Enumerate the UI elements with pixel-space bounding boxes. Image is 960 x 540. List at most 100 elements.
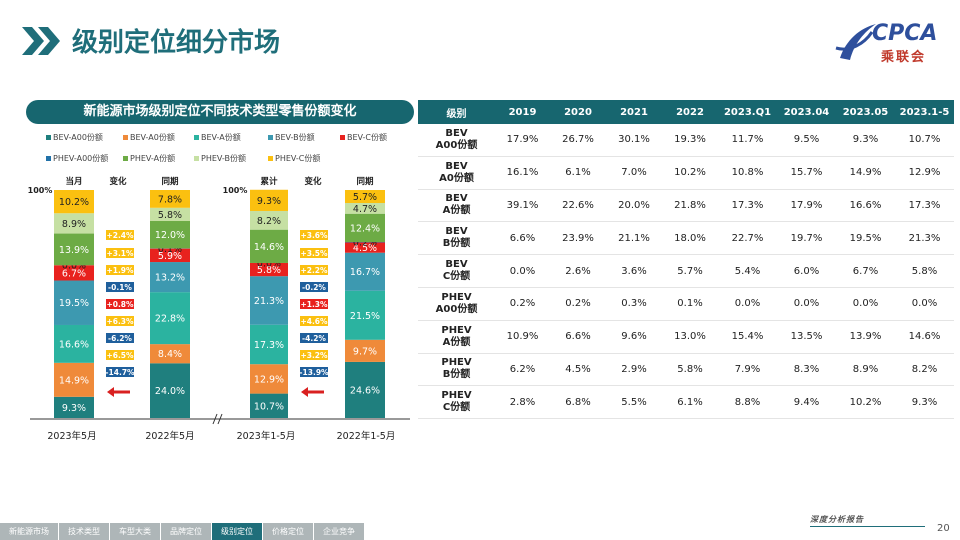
table-cell: 26.7% [550,124,606,157]
table-header-cell: 2020 [550,100,606,124]
table-cell: 6.6% [495,221,550,256]
bar-value-label: 10.2% [59,197,89,208]
bar-value-label: 16.7% [350,267,380,278]
bar-value-label: 14.9% [59,375,89,386]
change-tag-label: +3.1% [106,249,134,258]
row-label-type: PHEV [441,324,472,336]
change-tag-label: -6.2% [108,334,132,343]
row-label-segment: B份额 [442,238,471,250]
legend-item: BEV-C份额 [340,132,387,143]
legend-swatch [46,156,51,161]
bar-value-label: 21.5% [350,311,380,322]
column-header-label: 累计 [260,176,278,187]
bar-value-label: 5.8% [158,210,182,221]
legend-label: PHEV-C份额 [275,154,321,163]
row-label-cell: BEV A0份额 [418,156,495,190]
table-cell: 16.6% [836,189,895,223]
row-label-segment: C份额 [442,402,471,414]
legend-item: PHEV-A份额 [123,153,175,164]
row-label-cell: BEV C份额 [418,254,495,288]
bar-value-label: 12.4% [350,223,380,234]
bar-segment [150,221,190,249]
table-cell: 10.8% [718,156,777,190]
bar-segment [345,361,385,418]
bar-value-label: 24.6% [350,385,380,396]
table-cell: 6.1% [662,385,718,420]
table-header-cell: 2023.04 [777,100,836,124]
change-tag-label: -0.2% [302,283,326,292]
row-label-segment: A00份额 [435,139,478,151]
bar-value-label: 22.8% [155,314,185,325]
table-cell: 2.8% [495,385,550,420]
change-tag-label: +6.3% [106,317,134,326]
legend-swatch [123,135,128,140]
change-header-label: 变化 [109,176,127,187]
bar-segment [345,252,385,291]
bar-value-label: 5.8% [257,265,281,276]
change-tag [106,367,134,377]
change-tag [106,230,134,240]
change-tag-label: +6.5% [106,351,134,360]
legend-label: PHEV-A00份额 [53,154,109,163]
nav-item[interactable]: 企业竞争 [314,523,364,540]
bar-segment [345,213,385,242]
nav-item[interactable]: 级别定位 [212,523,262,540]
row-label-cell: PHEV A00份额 [418,287,495,321]
nav-item[interactable]: 技术类型 [59,523,109,540]
table-row: BEV A00份额 17.9% 26.7% 30.1% 19.3% 11.7% 9.5% 9.3… [418,124,954,157]
bar-segment [250,229,288,263]
bar-value-label: 21.3% [254,296,284,307]
bar-value-label: 0.0% [62,261,86,272]
table-cell: 8.3% [777,353,836,387]
bar-segment [250,189,288,211]
table-row: PHEV C份额 2.8% 6.8% 5.5% 6.1% 8.8% 9.4% 10.2% 9.3% [418,385,954,420]
hundred-percent-label: 100% [28,186,53,195]
table-cell: 15.4% [718,320,777,354]
row-label-cell: PHEV B份额 [418,353,495,387]
bar-value-label: 0.2% [353,238,377,249]
table-cell: 22.6% [550,189,606,223]
table-row: PHEV A00份额 0.2% 0.2% 0.3% 0.1% 0.0% 0.0% 0.0% 0.0… [418,287,954,321]
red-arrow-icon [301,387,308,397]
table-cell: 19.3% [662,124,718,157]
table-cell: 23.9% [550,221,606,256]
logo-emblem-icon [835,24,876,60]
bar-value-label: 8.9% [62,219,86,230]
axis-break-mark [212,413,218,425]
bar-value-label: 7.8% [158,194,182,205]
row-label-segment: A份额 [442,205,471,217]
change-tag [106,299,134,309]
row-label-type: PHEV [441,357,472,369]
stacked-bar-chart: 9.3%14.9%16.6%19.5%6.7%0.0%13.9%8.9%10.2… [28,176,410,442]
legend-item: BEV-A份额 [194,132,241,143]
table-cell: 8.8% [718,385,777,420]
change-tag [300,367,328,377]
bar-segment [54,396,94,418]
nav-item[interactable]: 新能源市场 [0,523,58,540]
table-cell: 10.2% [836,385,895,420]
hundred-percent-label: 100% [223,186,248,195]
nav-item[interactable]: 价格定位 [263,523,313,540]
bar-segment [345,242,385,253]
legend-swatch [194,156,199,161]
bar-segment [54,265,94,281]
table-cell: 7.0% [606,156,662,190]
table-cell: 5.4% [718,254,777,288]
change-tag [106,282,134,292]
table-cell: 9.4% [777,385,836,420]
legend-swatch [123,156,128,161]
logo-subtext: 乘联会 [881,50,927,65]
table-cell: 15.7% [777,156,836,190]
table-cell: 21.3% [895,221,954,256]
table-cell: 6.7% [836,254,895,288]
bar-segment [250,324,288,365]
nav-item[interactable]: 品牌定位 [161,523,211,540]
change-tag [106,248,134,258]
nav-item[interactable]: 车型大类 [110,523,160,540]
table-header-row: 级别 2019 2020 2021 2022 2023.Q1 2023.04 2023.05 2… [418,100,954,124]
change-tag-label: +3.2% [300,351,328,360]
bar-value-label: 0.1% [158,244,182,255]
bottom-nav: 新能源市场 技术类型 车型大类 品牌定位 级别定位 价格定位 企业竞争 [0,523,365,540]
bar-value-label: 5.9% [158,251,182,262]
row-label-cell: BEV A份额 [418,189,495,223]
